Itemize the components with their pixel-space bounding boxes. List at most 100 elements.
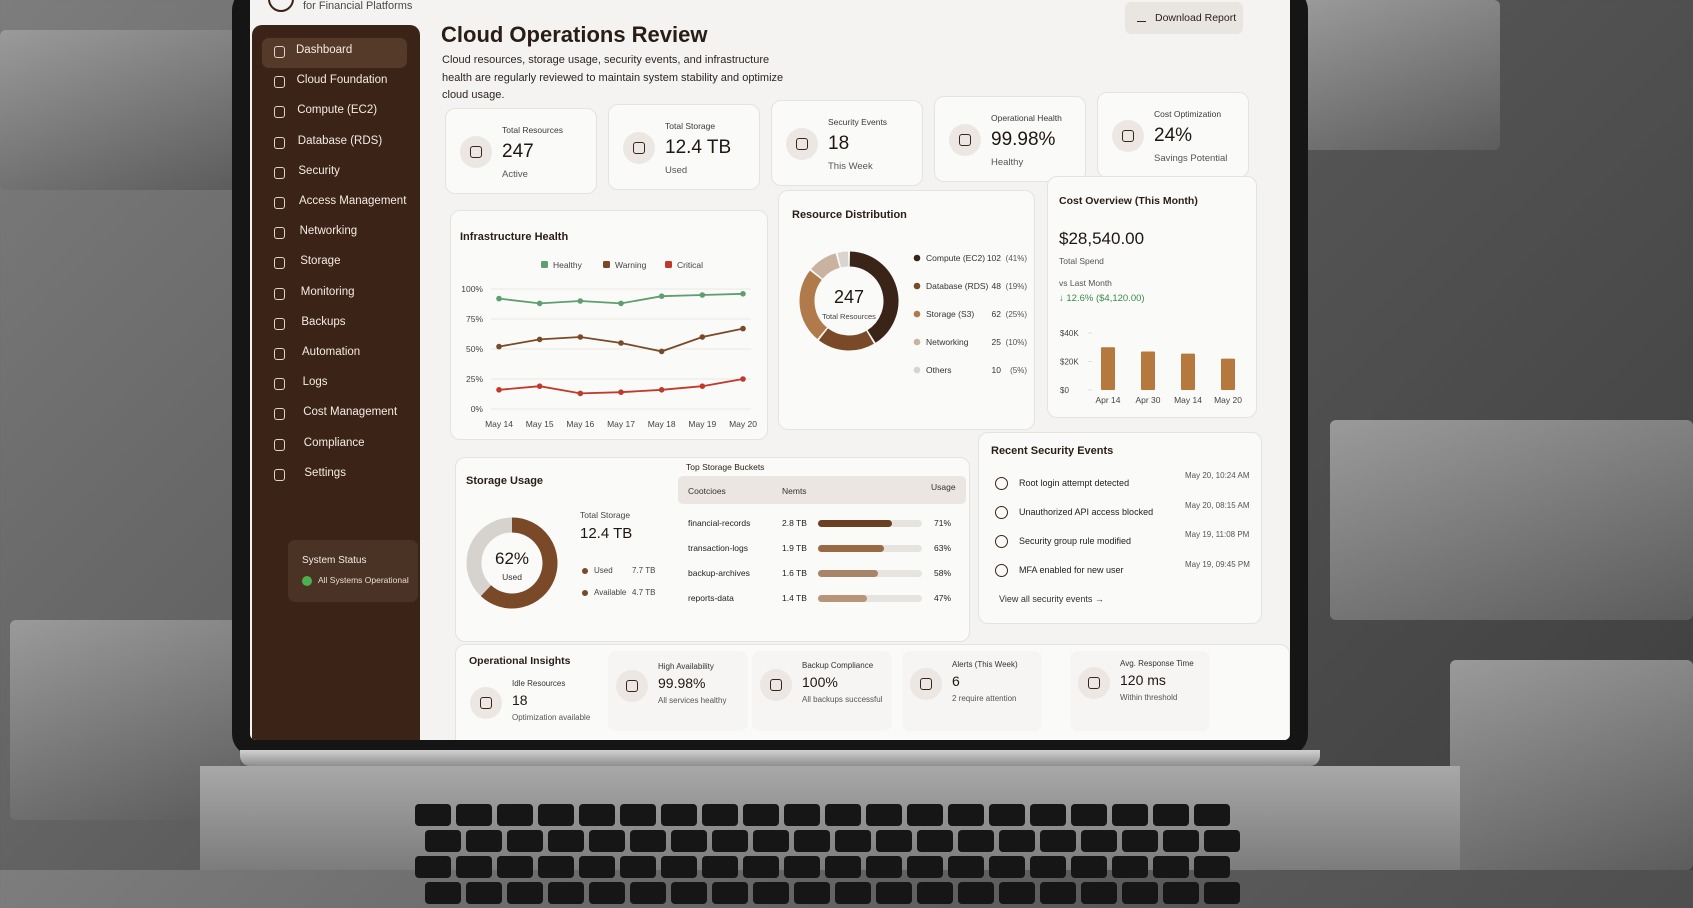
nav-item[interactable]: Automation: [302, 346, 361, 358]
insight-sub: Optimization available: [512, 713, 591, 722]
nav-item[interactable]: Logs: [302, 376, 328, 389]
legend-percent: (10%): [1006, 338, 1028, 347]
nav-item[interactable]: Compliance: [303, 436, 365, 449]
nav-item[interactable]: Backups: [301, 315, 346, 328]
legend-percent: (41%): [1006, 254, 1028, 263]
nav-item[interactable]: Security: [298, 164, 340, 177]
y-tick-label: 25%: [466, 374, 483, 384]
key: [876, 830, 912, 852]
key: [1030, 804, 1066, 826]
key: [989, 856, 1025, 878]
donut-center-label: Used: [502, 572, 522, 582]
chart-title: Infrastructure Health: [460, 231, 569, 243]
x-tick-label: Apr 30: [1135, 395, 1160, 405]
kpi-value: 99.98%: [991, 129, 1056, 150]
key: [456, 804, 492, 826]
nav-item[interactable]: Cloud Foundation: [296, 74, 388, 87]
legend-label: Storage (S3): [926, 309, 974, 319]
event-text[interactable]: Security group rule modified: [1019, 536, 1132, 546]
point: [740, 325, 746, 332]
nav-icon: [274, 46, 285, 58]
nav-item[interactable]: Dashboard: [296, 44, 353, 56]
chart-title: Storage Usage: [466, 475, 544, 487]
chart: 247 Total Resources Compute (EC2) 102 (41%) D…: [799, 251, 1028, 375]
key: [1030, 856, 1066, 878]
nav-item[interactable]: Storage: [300, 255, 341, 268]
event-time: May 19, 11:08 PM: [1185, 530, 1250, 539]
key: [753, 830, 789, 852]
bucket-size: 2.8 TB: [782, 518, 807, 528]
download-label[interactable]: Download Report: [1155, 12, 1237, 24]
key: [835, 882, 871, 904]
key: [794, 830, 830, 852]
y-tick-label: $20K: [1060, 358, 1079, 367]
key: [948, 804, 984, 826]
point: [618, 340, 624, 346]
key: [1163, 882, 1199, 904]
legend-dot: [913, 282, 921, 290]
event-text[interactable]: Root login attempt detected: [1019, 478, 1130, 488]
insight-label: High Availability: [658, 662, 714, 671]
kpi-label: Security Events: [828, 117, 888, 127]
key: [1112, 856, 1148, 878]
column-header: Usage: [931, 482, 956, 492]
x-tick-label: May 14: [1174, 395, 1202, 405]
key: [466, 882, 502, 904]
download-button[interactable]: Download Report: [1125, 2, 1243, 34]
event-time: May 19, 09:45 PM: [1185, 559, 1250, 569]
nav-item[interactable]: Cost Management: [303, 406, 398, 419]
nav-item[interactable]: Networking: [299, 225, 358, 238]
insight-sub: All backups successful: [802, 695, 883, 704]
key: [589, 882, 625, 904]
legend-label: Networking: [926, 337, 969, 347]
x-tick-label: May 19: [688, 419, 716, 429]
key: [948, 856, 984, 878]
nav-item[interactable]: Settings: [304, 466, 346, 479]
nav-item[interactable]: Access Management: [299, 195, 407, 207]
view-all-link[interactable]: View all security events →: [999, 594, 1104, 604]
key: [538, 856, 574, 878]
donut-segment: [811, 253, 841, 280]
key: [507, 830, 543, 852]
key: [958, 882, 994, 904]
usage-track: [818, 570, 922, 577]
kpi-sub: Healthy: [991, 157, 1024, 168]
cost-change: ↓ 12.6% ($4,120.00): [1059, 293, 1145, 304]
legend-label: Warning: [615, 260, 647, 270]
key: [907, 804, 943, 826]
legend-label: Database (RDS): [926, 281, 989, 291]
nav-item[interactable]: Compute (EC2): [297, 104, 378, 117]
key: [1153, 804, 1189, 826]
event-text[interactable]: Unauthorized API access blocked: [1019, 507, 1154, 517]
key: [1122, 830, 1158, 852]
insight-value: 100%: [802, 674, 838, 690]
storage-card: Storage Usage 62% Used Total Storage 12.4 TB…: [455, 457, 970, 642]
page-description: Cloud resources, storage usage, security…: [442, 54, 784, 102]
column-header: Nemts: [782, 486, 807, 496]
insight-sub: All services healthy: [658, 696, 727, 705]
point: [740, 291, 746, 297]
nav-item[interactable]: Database (RDS): [297, 134, 383, 147]
card-title: Operational Insights: [469, 655, 571, 667]
nav-item[interactable]: Monitoring: [300, 285, 355, 298]
status-text: All Systems Operational: [318, 575, 409, 585]
key: [497, 856, 533, 878]
key: [466, 830, 502, 852]
usage-bar: [818, 520, 892, 527]
insight-label: Backup Compliance: [802, 661, 874, 670]
y-tick-label: 50%: [466, 344, 483, 354]
usage-label: 47%: [934, 593, 952, 603]
legend-label: Critical: [677, 260, 703, 270]
key: [1081, 882, 1117, 904]
key: [743, 804, 779, 826]
kpi-icon: [623, 132, 655, 164]
key: [548, 830, 584, 852]
usage-track: [818, 595, 922, 602]
insight-sub: 2 require attention: [952, 694, 1017, 703]
line: [498, 327, 744, 353]
legend-label: Available: [594, 588, 627, 597]
kpi-card: Total Storage 12.4 TB Used: [608, 104, 760, 190]
resource-card: Resource Distribution 247 Total Resources C…: [778, 190, 1035, 430]
event-time: May 20, 10:24 AM: [1185, 471, 1250, 480]
event-text[interactable]: MFA enabled for new user: [1019, 565, 1124, 575]
